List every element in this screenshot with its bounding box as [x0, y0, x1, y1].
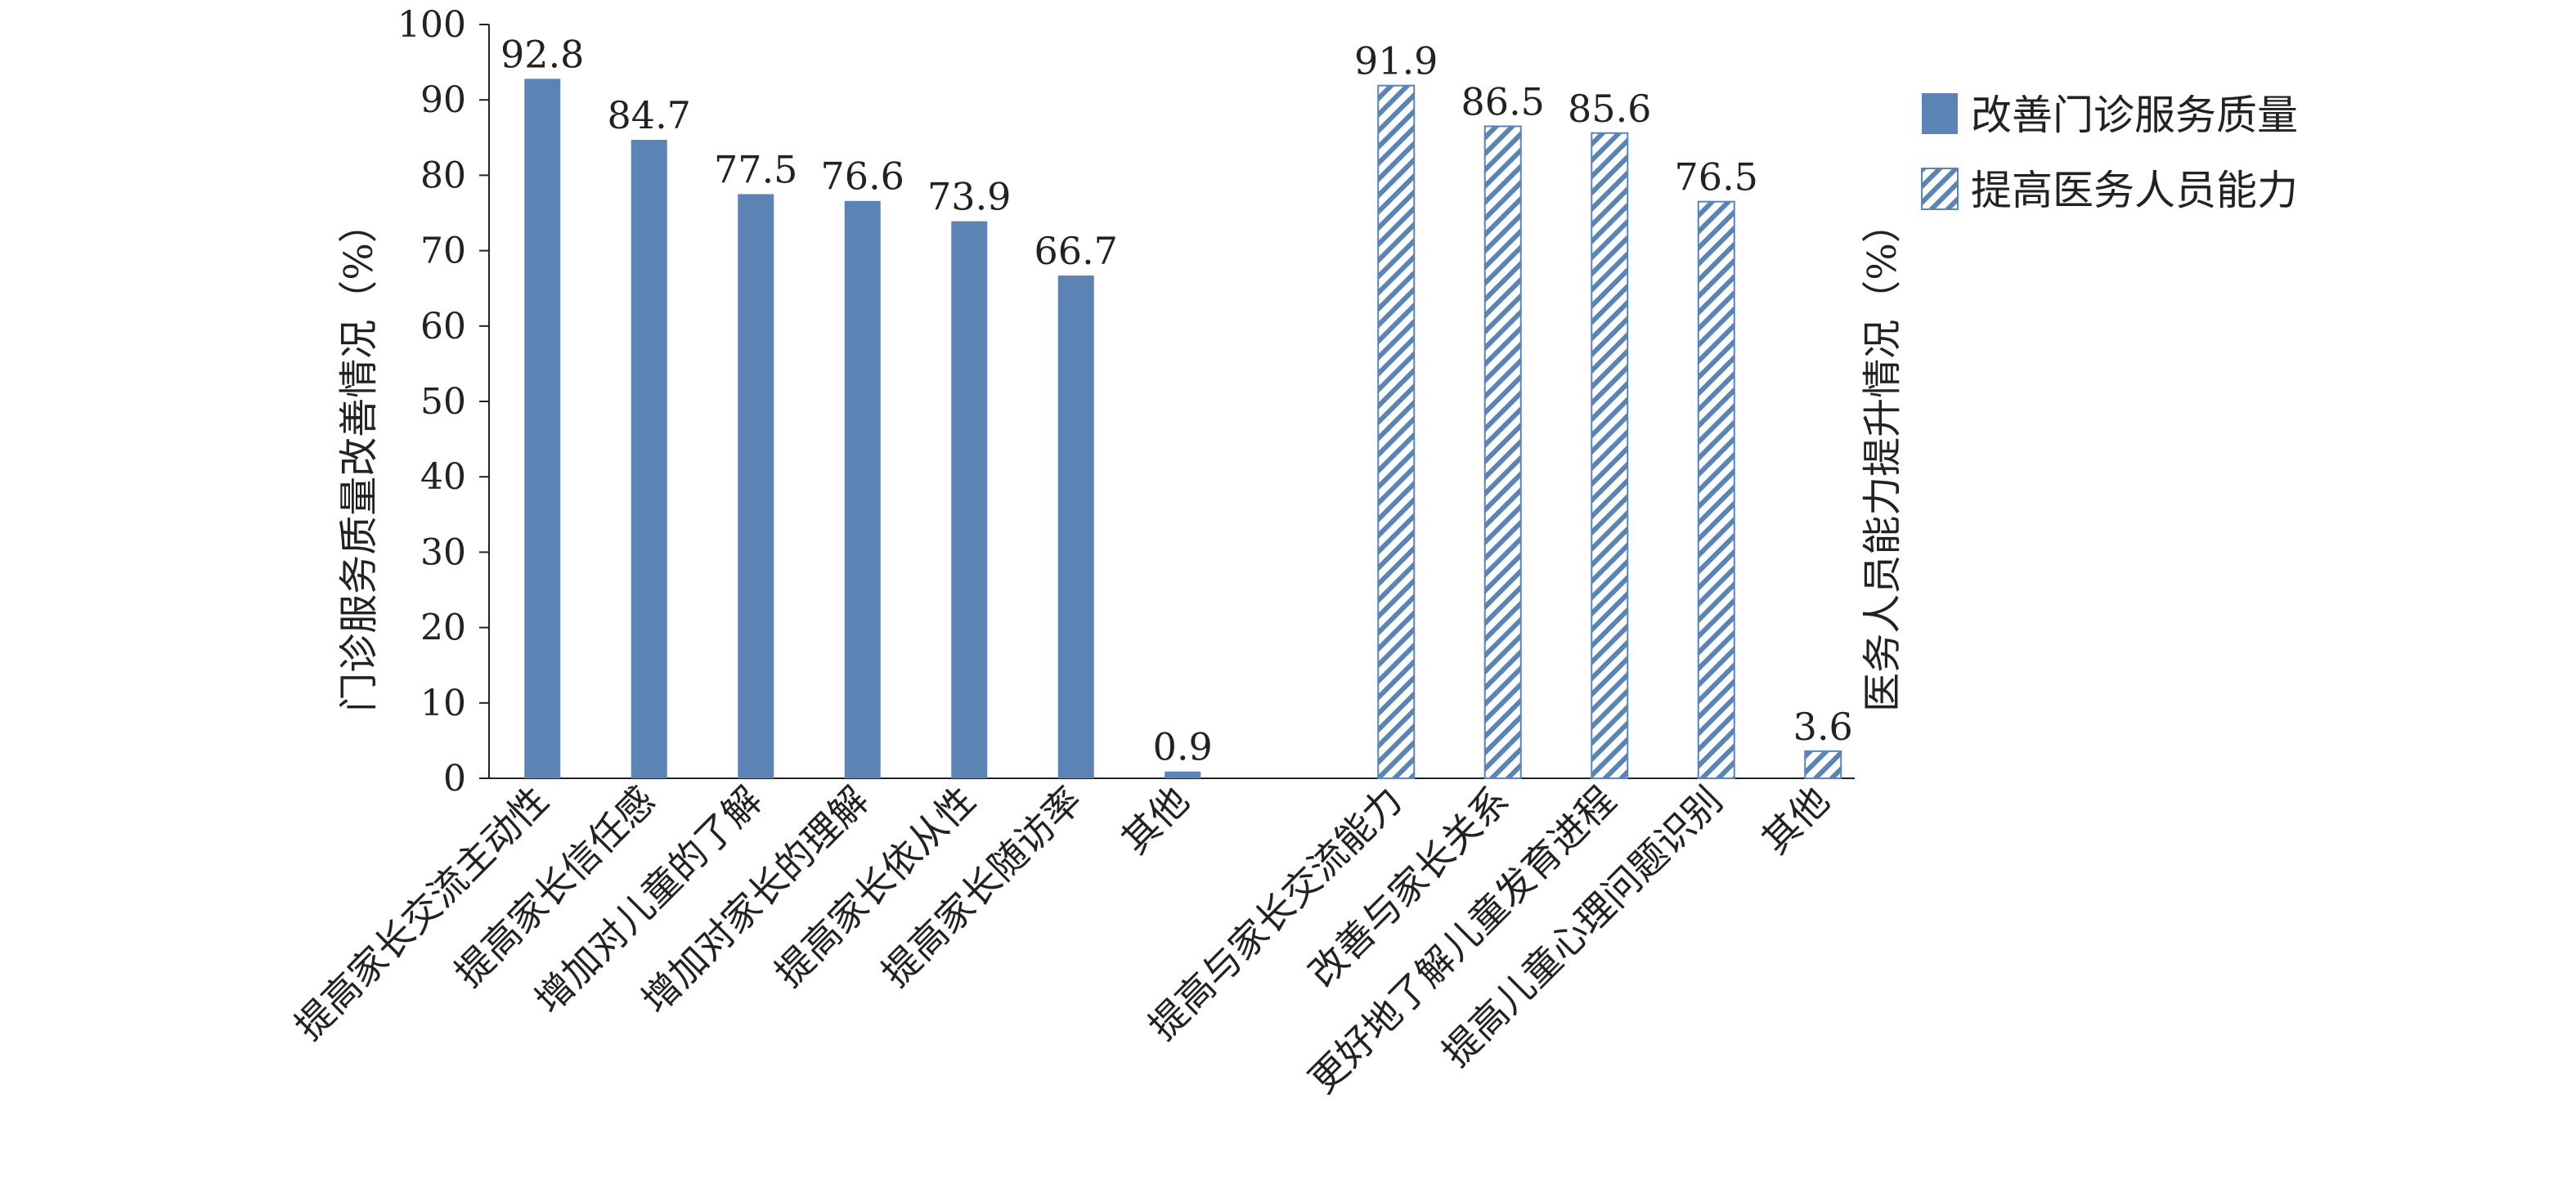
bar: [1165, 771, 1201, 778]
data-label: 3.6: [1793, 705, 1853, 749]
bar: [1697, 200, 1735, 780]
bars: [524, 78, 1842, 780]
data-label: 92.8: [500, 32, 584, 76]
y-tick-label: 30: [420, 531, 466, 573]
data-label: 76.6: [821, 155, 904, 199]
legend-swatch: [1921, 168, 1959, 210]
bar: [631, 140, 667, 779]
data-label: 91.9: [1354, 39, 1438, 83]
bar: [844, 200, 881, 779]
y-tick-label: 70: [420, 231, 466, 272]
bar: [524, 78, 561, 778]
data-label: 66.7: [1034, 229, 1118, 273]
x-category-label: 其他: [1753, 778, 1838, 863]
axes: [488, 25, 1855, 779]
legend-swatch: [1922, 93, 1958, 134]
y-tick-label: 20: [420, 607, 466, 649]
legend-label: 改善门诊服务质量: [1971, 92, 2298, 139]
y-tick-label: 10: [420, 683, 466, 724]
y-tick-label: 100: [397, 4, 466, 46]
bar: [951, 221, 988, 779]
y-axis-title-right: 医务人员能力提升情况（%）: [1860, 204, 1905, 712]
y-tick-label: 40: [420, 456, 466, 498]
bar: [1591, 132, 1629, 779]
bar: [1377, 84, 1416, 779]
y-ticks: 0 10 20 30 40 50 60 70 80 90 100: [397, 4, 489, 800]
data-label: 0.9: [1153, 725, 1213, 769]
bar: [1057, 276, 1094, 778]
y-tick-label: 0: [443, 758, 466, 800]
data-label: 86.5: [1461, 79, 1545, 123]
y-tick-label: 90: [420, 79, 466, 121]
data-label: 76.5: [1675, 155, 1758, 199]
x-category-label: 其他: [1113, 778, 1197, 863]
bar: [1804, 750, 1842, 779]
bar: [738, 194, 774, 778]
y-tick-label: 50: [420, 381, 466, 423]
y-tick-label: 60: [420, 306, 466, 347]
legend-label: 提高医务人员能力: [1971, 167, 2298, 214]
data-label: 85.6: [1568, 87, 1651, 131]
bar: [1483, 125, 1522, 780]
y-tick-label: 80: [420, 155, 466, 196]
y-axis-title-left: 门诊服务质量改善情况（%）: [336, 204, 382, 712]
data-labels: 92.8 84.7 77.5 76.6 73.9 66.7 0.9 91.9 86.5 85.6 7…: [500, 32, 1853, 769]
data-label: 84.7: [608, 93, 691, 137]
data-label: 73.9: [927, 175, 1011, 219]
category-labels: 提高家长交流主动性提高家长信任感增加对儿童的了解增加对家长的理解提高家长依从性提…: [286, 778, 1838, 1102]
data-label: 77.5: [714, 147, 797, 191]
